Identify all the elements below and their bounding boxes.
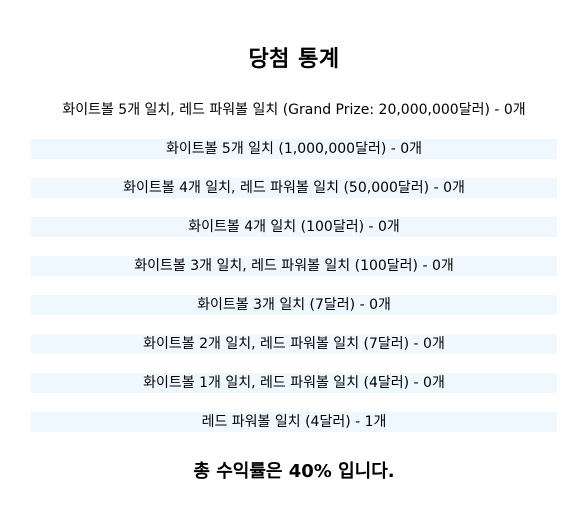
stat-row-3-white-powerball: 화이트볼 3개 일치, 레드 파워볼 일치 (100달러) - 0개: [31, 256, 557, 276]
winning-stats-list: 화이트볼 5개 일치, 레드 파워볼 일치 (Grand Prize: 20,0…: [31, 100, 557, 451]
stat-row-5-white: 화이트볼 5개 일치 (1,000,000달러) - 0개: [31, 139, 557, 159]
stat-row-3-white: 화이트볼 3개 일치 (7달러) - 0개: [31, 295, 557, 315]
stat-row-5-white-powerball: 화이트볼 5개 일치, 레드 파워볼 일치 (Grand Prize: 20,0…: [31, 100, 557, 120]
stat-row-4-white: 화이트볼 4개 일치 (100달러) - 0개: [31, 217, 557, 237]
stat-row-4-white-powerball: 화이트볼 4개 일치, 레드 파워볼 일치 (50,000달러) - 0개: [31, 178, 557, 198]
return-rate-summary: 총 수익률은 40% 입니다.: [193, 461, 395, 482]
stat-row-powerball-only: 레드 파워볼 일치 (4달러) - 1개: [31, 412, 557, 432]
page-title: 당첨 통계: [248, 46, 340, 72]
stat-row-1-white-powerball: 화이트볼 1개 일치, 레드 파워볼 일치 (4달러) - 0개: [31, 373, 557, 393]
stat-row-2-white-powerball: 화이트볼 2개 일치, 레드 파워볼 일치 (7달러) - 0개: [31, 334, 557, 354]
